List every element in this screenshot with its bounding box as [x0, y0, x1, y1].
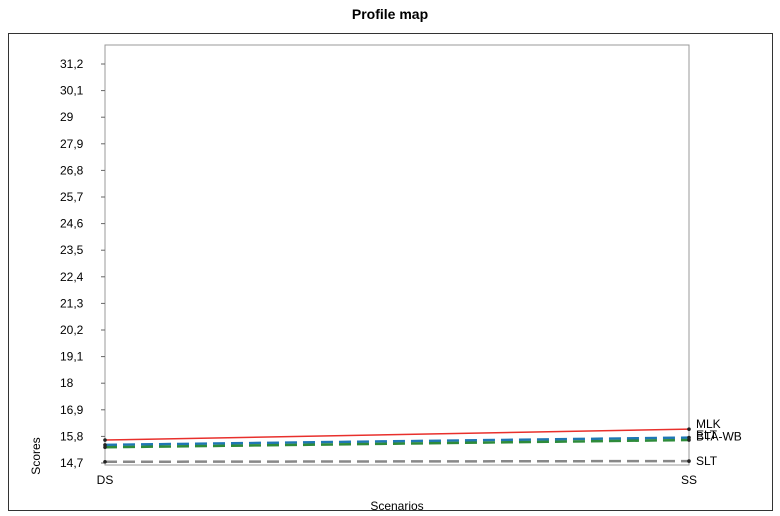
y-tick-label: 22,4	[60, 270, 84, 284]
x-tick-label: DS	[97, 473, 114, 487]
y-tick-label: 23,5	[60, 243, 84, 257]
y-tick-label: 21,3	[60, 296, 84, 310]
series-line-elt	[104, 438, 690, 449]
y-tick-label: 14,7	[60, 456, 84, 470]
series-label-bta-wb: BTA-WB	[696, 430, 742, 444]
series-point	[103, 445, 107, 450]
series-point	[103, 438, 107, 442]
x-tick-label: SS	[681, 473, 697, 487]
y-tick-label: 29	[60, 110, 74, 124]
chart-title: Profile map	[351, 6, 429, 22]
y-axis-ticks: 14,7 15,8 16,9 18 19,1 20,2 21,3 22,4 23,5 24,6 25…	[60, 57, 105, 470]
series-point	[103, 459, 107, 464]
series-line-bta-wb	[104, 436, 690, 447]
x-axis-label: Scenarios	[370, 499, 423, 513]
series-point	[687, 438, 691, 442]
y-tick-label: 18	[60, 376, 74, 390]
y-tick-label: 16,9	[60, 403, 84, 417]
y-axis-label: Scores	[29, 437, 43, 474]
y-tick-label: 25,7	[60, 190, 84, 204]
chart-frame	[8, 33, 773, 511]
y-tick-label: 20,2	[60, 323, 84, 337]
y-tick-label: 31,2	[60, 57, 84, 71]
y-tick-label: 26,8	[60, 163, 84, 177]
series-point	[687, 427, 691, 431]
series-label-slt: SLT	[696, 454, 718, 468]
y-tick-label: 19,1	[60, 350, 84, 364]
y-tick-label: 15,8	[60, 429, 84, 443]
y-tick-label: 27,9	[60, 137, 84, 151]
x-axis-ticks: DS SS	[97, 473, 697, 487]
y-tick-label: 30,1	[60, 84, 84, 98]
series-lines	[103, 427, 691, 464]
plot-area	[104, 44, 690, 466]
series-line-slt	[104, 459, 690, 464]
series-line-mlk	[104, 428, 690, 441]
y-tick-label: 24,6	[60, 217, 84, 231]
series-label-mlk: MLK	[696, 417, 721, 431]
series-label-elt: ELT	[696, 428, 718, 442]
series-point	[687, 459, 691, 463]
